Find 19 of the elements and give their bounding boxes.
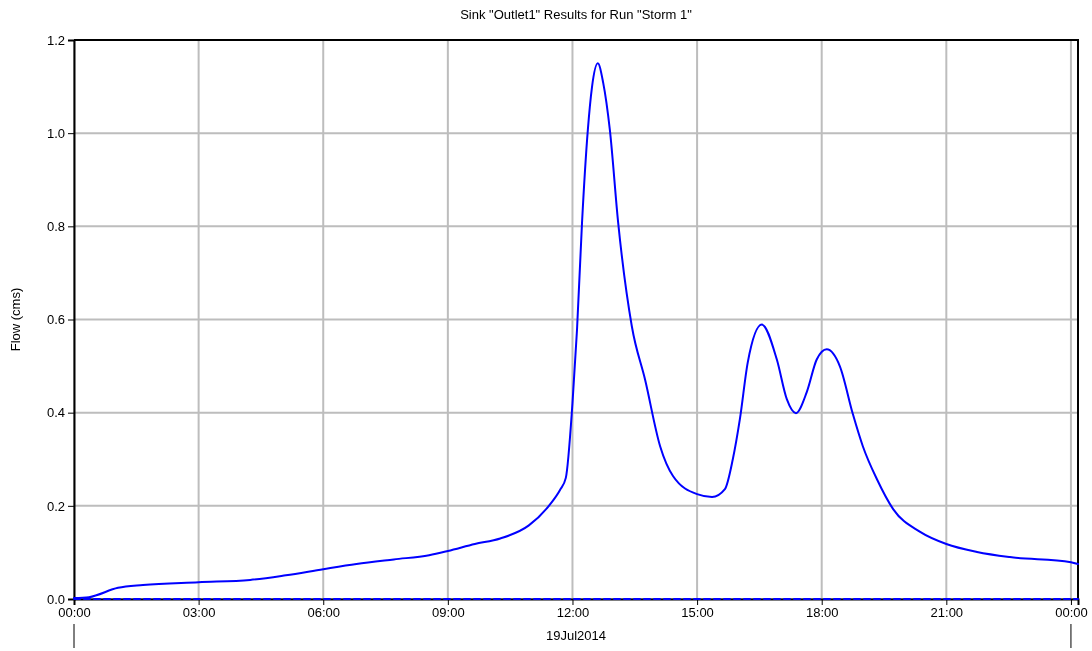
x-tick-label: 00:00 — [58, 605, 91, 621]
y-tick-label: 0.6 — [46, 312, 65, 328]
x-tick-label: 09:00 — [432, 605, 465, 621]
y-axis-title: Flow (cms) — [8, 287, 23, 352]
y-tick-label: 1.2 — [46, 32, 65, 48]
y-tick-label: 0.0 — [46, 591, 65, 607]
x-tick-label: 15:00 — [681, 605, 714, 621]
y-tick-label: 0.4 — [46, 405, 65, 421]
y-tick-label: 1.0 — [46, 125, 65, 141]
y-tick-label: 0.8 — [46, 218, 65, 234]
x-axis-title: 19Jul2014 — [546, 628, 606, 643]
x-tick-label: 18:00 — [805, 605, 839, 621]
y-tick-label: 0.2 — [46, 498, 65, 514]
chart-title: Sink "Outlet1" Results for Run "Storm 1" — [460, 7, 693, 22]
x-tick-label: 06:00 — [307, 605, 341, 621]
x-tick-label: 21:00 — [930, 605, 964, 621]
x-tick-label: 12:00 — [556, 605, 590, 621]
x-tick-label: 00:00 — [1055, 605, 1088, 621]
x-tick-label: 03:00 — [182, 605, 216, 621]
